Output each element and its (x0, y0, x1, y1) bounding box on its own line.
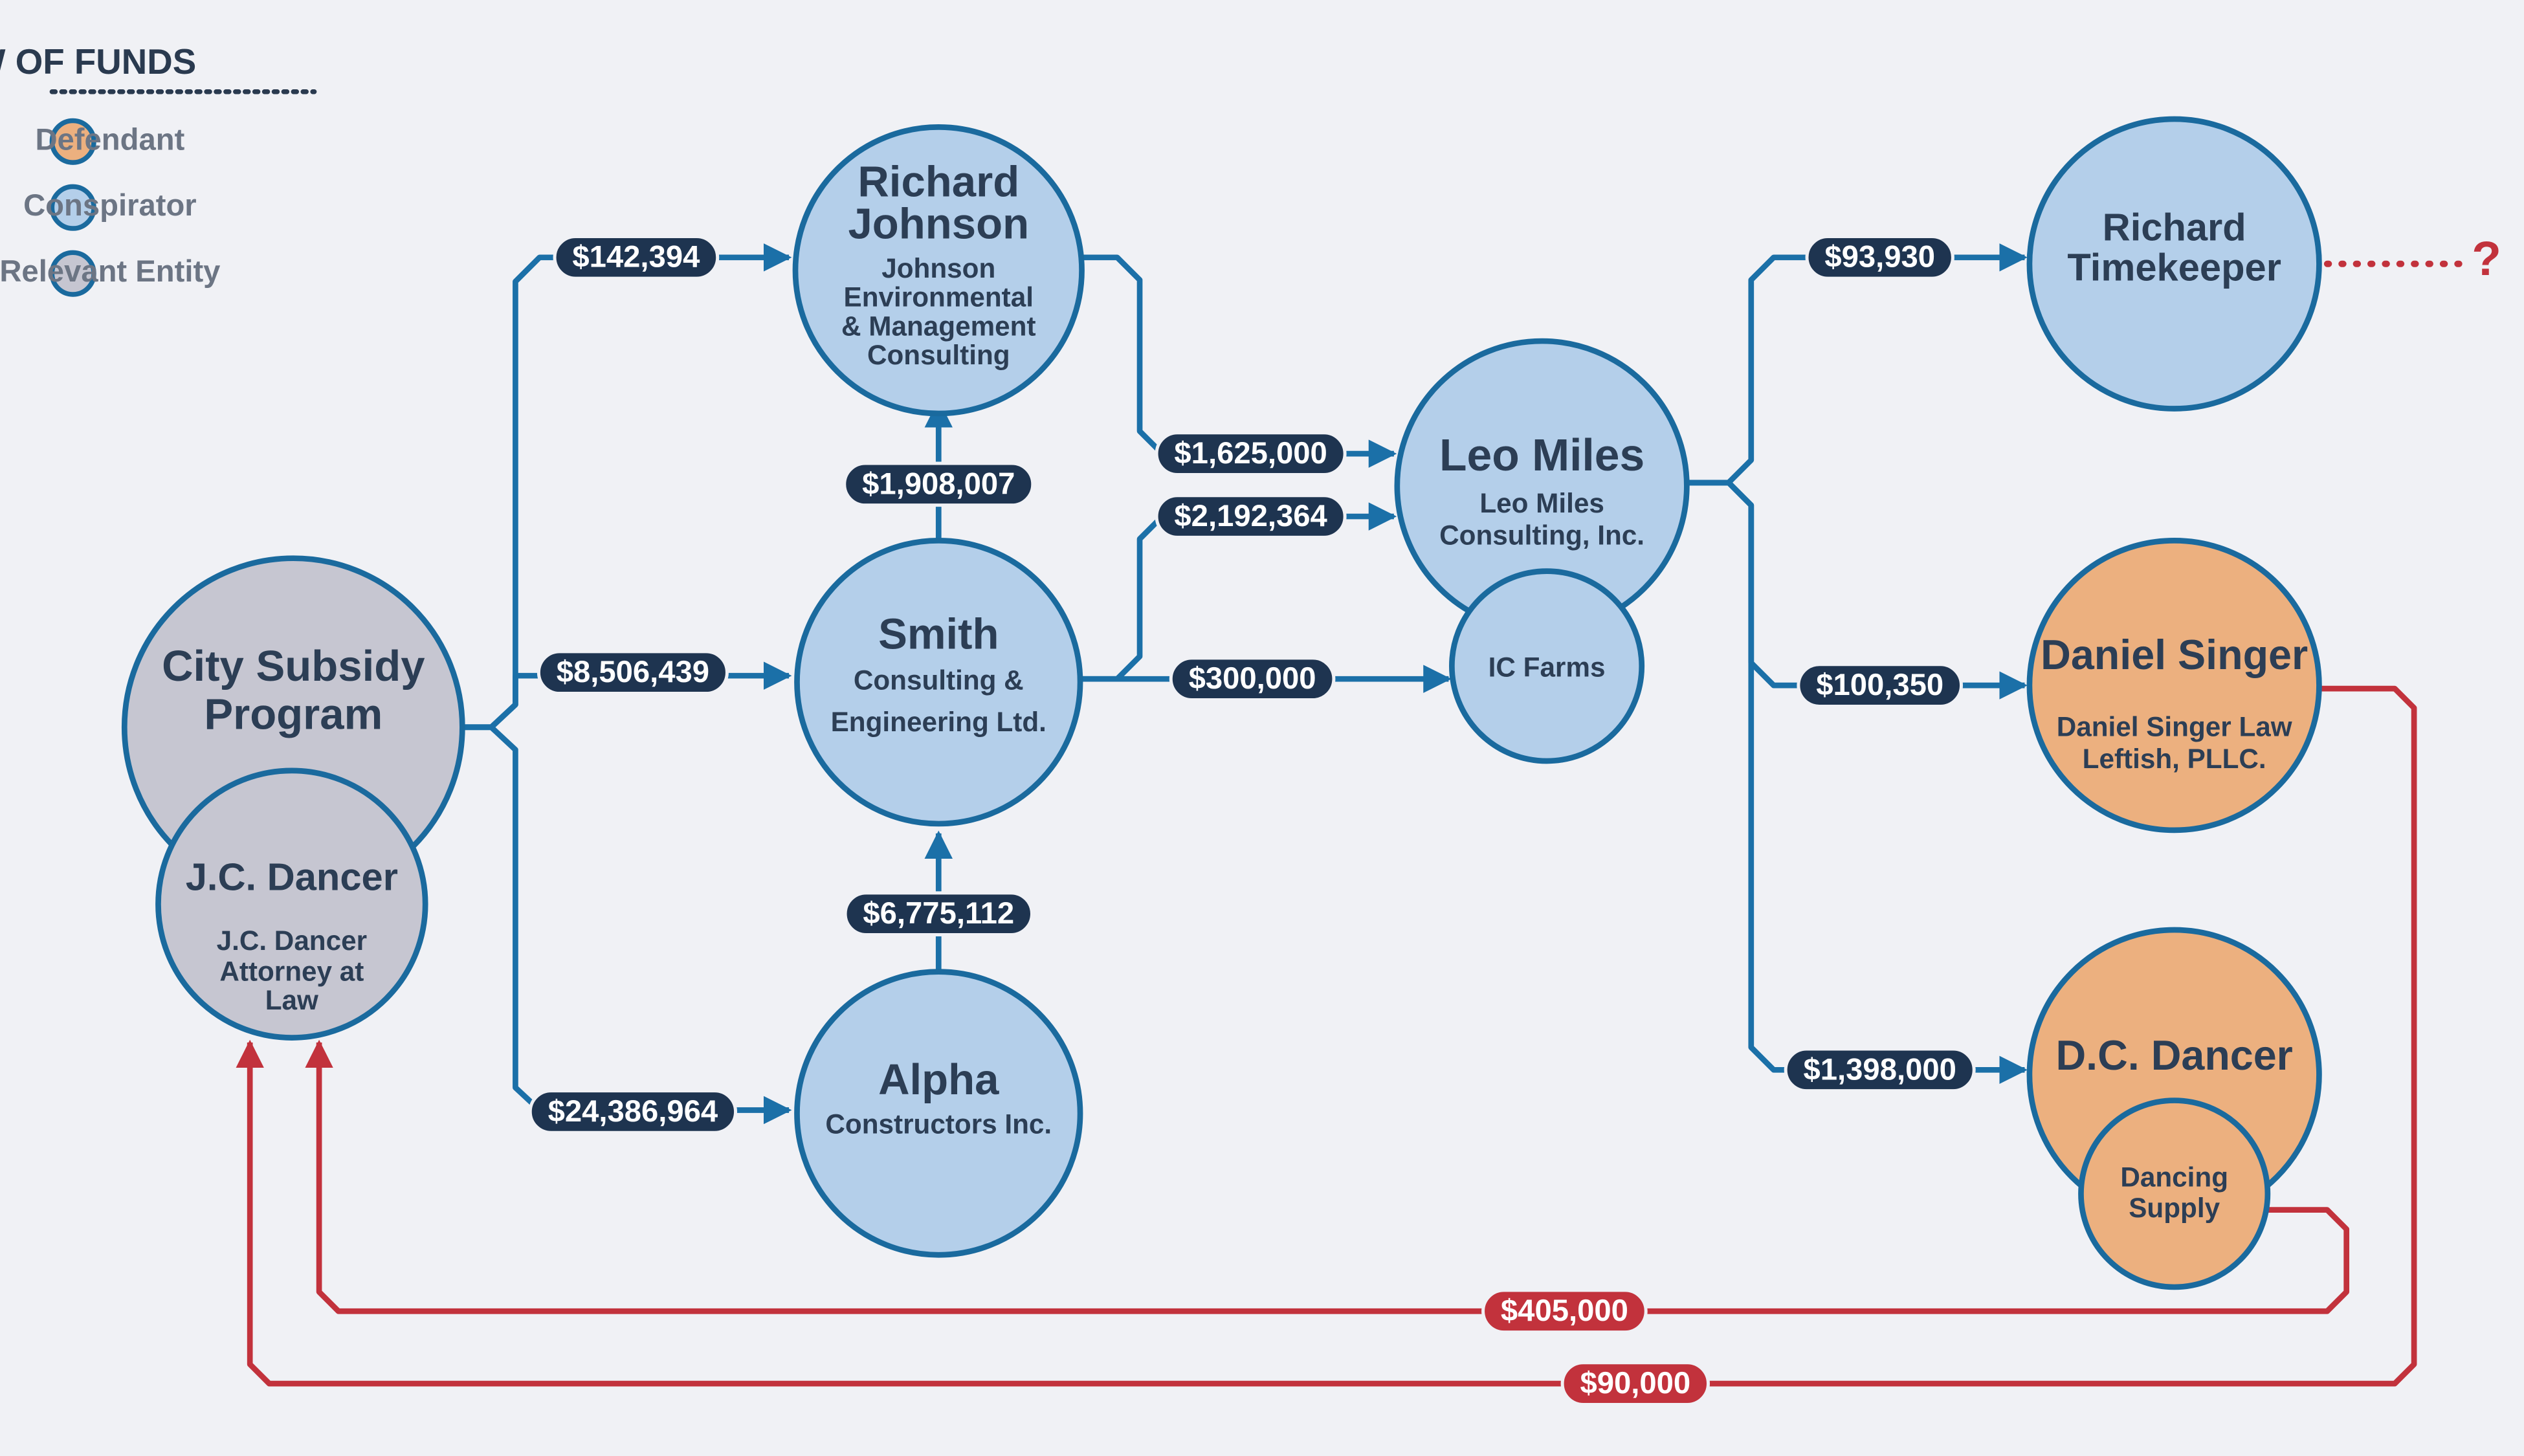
legend-label: Relevant Entity (0, 254, 220, 289)
node-title: Leo Miles (1439, 430, 1644, 480)
amount-pill (1155, 494, 1347, 539)
amount-label: $8,506,439 (557, 655, 709, 689)
amount-pill (1560, 1361, 1710, 1406)
amount-pill (1169, 656, 1336, 701)
amount-pill (537, 650, 729, 696)
node-circle (792, 124, 1085, 417)
node-circle (794, 969, 1083, 1258)
node-title: Program (204, 690, 382, 739)
node-subtitle: & Management (841, 311, 1036, 341)
node-title: Richard (858, 158, 1019, 206)
node-subtitle: Consulting, Inc. (1439, 520, 1644, 551)
node-title: Alpha (878, 1055, 999, 1104)
node-subtitle: Leo Miles (1479, 488, 1604, 518)
flow-line (305, 1039, 2350, 1314)
node-subtitle: Daniel Singer Law (2057, 711, 2292, 742)
node-title: City Subsidy (162, 642, 425, 690)
amount-pill (553, 234, 720, 280)
node-circle (1449, 568, 1645, 764)
amount-label: $93,930 (1824, 240, 1935, 274)
amount-pill (843, 891, 1034, 936)
amount-pill (1784, 1047, 1976, 1093)
node-subtitle: Attorney at (219, 956, 364, 986)
node-subtitle: Johnson (881, 253, 995, 283)
amount-pill (1805, 234, 1954, 280)
amount-label: $1,908,007 (862, 467, 1015, 501)
amount-label: $100,350 (1816, 668, 1943, 702)
amount-label: $2,192,364 (1174, 499, 1327, 533)
legend-swatch (49, 118, 96, 165)
node-title: D.C. Dancer (2056, 1031, 2293, 1079)
node-subtitle: Leftish, PLLC. (2083, 744, 2266, 774)
unknown-mark: ? (2472, 231, 2501, 285)
node-subtitle: Environmental (844, 282, 1034, 313)
node-circle (794, 538, 1083, 827)
node-circle (2026, 116, 2322, 412)
node-subtitle: Consulting & (854, 665, 1024, 695)
amount-label: $300,000 (1189, 661, 1316, 696)
amount-label: $6,775,112 (863, 896, 1014, 931)
legend-swatch (49, 250, 96, 297)
legend-swatch (49, 184, 96, 231)
node-title: IC Farms (1489, 652, 1606, 682)
node-title: Johnson (848, 199, 1029, 248)
node-subtitle: Engineering Ltd. (831, 707, 1046, 737)
flow-line (236, 685, 2417, 1387)
amount-label: $1,625,000 (1174, 436, 1327, 470)
node-subtitle: Consulting (867, 340, 1010, 370)
node-circle (2078, 1098, 2271, 1290)
legend-label: Conspirator (23, 188, 197, 223)
node-circle (155, 767, 428, 1041)
amount-pill (1155, 431, 1347, 476)
node-title: Dancing (2120, 1162, 2228, 1193)
node-subtitle: J.C. Dancer (217, 925, 367, 956)
node-circle (2026, 538, 2322, 833)
amount-pill (843, 461, 1035, 507)
amount-pill (1481, 1288, 1648, 1334)
amount-pill (528, 1089, 738, 1134)
amount-label: $405,000 (1501, 1294, 1628, 1328)
amount-label: $90,000 (1580, 1366, 1690, 1400)
amount-pill (1797, 663, 1964, 708)
node-title: Daniel Singer (2041, 631, 2308, 678)
legend-label: Defendant (35, 122, 184, 157)
node-title: Timekeeper (2067, 245, 2281, 289)
amount-label: $1,398,000 (1804, 1052, 1956, 1086)
node-title: Smith (878, 610, 999, 658)
node-title: Richard (2103, 205, 2246, 248)
node-subtitle: Constructors Inc. (825, 1109, 1052, 1139)
amount-label: $142,394 (572, 240, 700, 274)
amount-label: $24,386,964 (548, 1094, 718, 1129)
legend-title: FLOW OF FUNDS (0, 41, 196, 82)
node-title: J.C. Dancer (186, 855, 398, 899)
node-subtitle: Law (265, 985, 318, 1015)
node-title: Supply (2129, 1193, 2220, 1223)
